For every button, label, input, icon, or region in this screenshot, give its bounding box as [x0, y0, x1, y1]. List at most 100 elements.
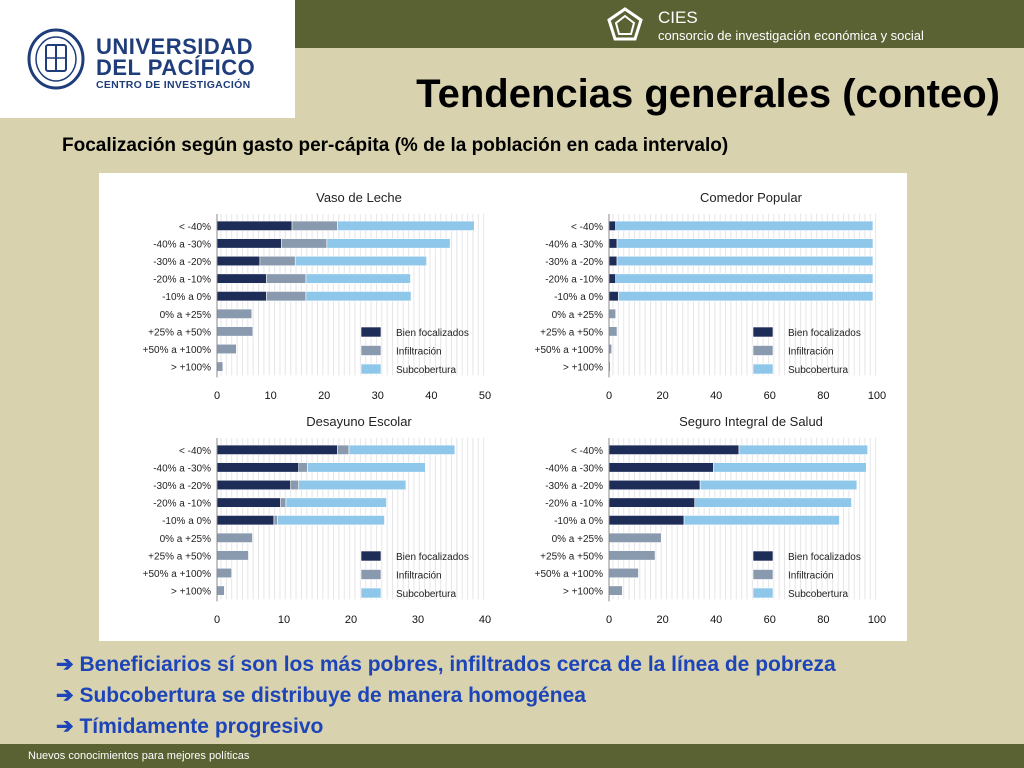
legend-label: Bien focalizados [396, 552, 469, 563]
bar-subcobertura [713, 462, 867, 473]
bar-infiltracion [216, 585, 225, 596]
bar-subcobertura [618, 291, 874, 302]
bar-bien-focalizados [216, 273, 267, 284]
category-label: > +100% [171, 363, 211, 374]
category-label: 0% a +25% [552, 310, 604, 321]
legend-label: Subcobertura [396, 589, 456, 600]
bullet-item: ➔ Beneficiarios sí son los más pobres, i… [56, 652, 836, 683]
category-label: -30% a -20% [545, 257, 603, 268]
arrow-icon: ➔ [56, 715, 74, 738]
legend-label: Bien focalizados [788, 328, 861, 339]
x-tick-label: 0 [606, 390, 612, 402]
x-tick-label: 60 [764, 614, 776, 626]
university-name-line2: DEL PACÍFICO [96, 55, 256, 80]
bar-bien-focalizados [608, 479, 701, 491]
bar-infiltracion [266, 291, 307, 302]
footer-bar: Nuevos conocimientos para mejores políti… [0, 744, 1024, 768]
bar-bien-focalizados [608, 462, 714, 473]
category-label: -20% a -10% [153, 275, 211, 286]
x-tick-label: 10 [278, 614, 290, 626]
legend-label: Subcobertura [788, 365, 848, 376]
bar-subcobertura [616, 255, 874, 267]
bar-subcobertura [326, 238, 451, 249]
bullet-item: ➔ Tímidamente progresivo [56, 714, 836, 745]
x-tick-label: 80 [817, 614, 829, 626]
legend-label: Infiltración [788, 347, 834, 358]
bar-infiltracion [608, 532, 662, 543]
legend-label: Infiltración [396, 571, 442, 582]
bar-bien-focalizados [608, 273, 616, 284]
bar-bien-focalizados [608, 444, 740, 455]
legend-swatch [360, 569, 382, 580]
category-label: -10% a 0% [554, 516, 603, 527]
category-label: < -40% [179, 446, 211, 457]
legend-swatch [360, 587, 382, 599]
bar-infiltracion [216, 343, 237, 355]
legend-label: Bien focalizados [788, 552, 861, 563]
category-label: 0% a +25% [160, 534, 212, 545]
x-tick-label: 20 [318, 390, 330, 402]
bar-infiltracion [298, 462, 308, 473]
bar-bien-focalizados [608, 220, 616, 231]
category-label: -40% a -30% [153, 239, 211, 250]
university-logo: UNIVERSIDAD DEL PACÍFICO CENTRO DE INVES… [0, 0, 295, 118]
x-tick-label: 100 [868, 614, 886, 626]
bar-subcobertura [616, 238, 874, 249]
bar-bien-focalizados [216, 255, 261, 267]
category-label: -30% a -20% [153, 481, 211, 492]
bar-infiltracion [216, 308, 253, 319]
legend-label: Subcobertura [396, 365, 456, 376]
cies-logo-icon [607, 7, 643, 41]
bar-subcobertura [305, 273, 411, 284]
bar-infiltracion [280, 497, 287, 508]
bar-infiltracion [259, 255, 296, 267]
category-label: +25% a +50% [148, 551, 211, 562]
category-label: +25% a +50% [148, 327, 211, 338]
chart-seguro-integral-de-salud: Seguro Integral de Salud < -40% -40% a -30… [535, 414, 887, 626]
category-label: > +100% [563, 587, 603, 598]
category-label: < -40% [571, 222, 603, 233]
x-tick-label: 10 [264, 390, 276, 402]
bar-bien-focalizados [608, 515, 685, 526]
bar-infiltracion [281, 238, 328, 249]
category-label: -10% a 0% [162, 516, 211, 527]
bar-subcobertura [683, 515, 840, 526]
bar-infiltracion [266, 273, 307, 284]
charts-panel: Vaso de Leche < -40% -40% a -30% -30% a -20… [99, 173, 907, 641]
category-label: +50% a +100% [535, 569, 603, 580]
bar-subcobertura [615, 220, 874, 231]
arrow-icon: ➔ [56, 653, 74, 676]
category-label: -40% a -30% [545, 463, 603, 474]
bar-bien-focalizados [216, 479, 291, 491]
x-tick-label: 0 [214, 390, 220, 402]
bar-infiltracion [608, 585, 623, 596]
bar-bien-focalizados [216, 462, 300, 473]
bar-infiltracion [216, 532, 253, 543]
bar-subcobertura [694, 497, 852, 508]
category-label: +25% a +50% [540, 551, 603, 562]
category-label: 0% a +25% [552, 534, 604, 545]
legend-swatch [360, 550, 382, 562]
legend-label: Subcobertura [788, 589, 848, 600]
category-label: < -40% [179, 222, 211, 233]
bar-subcobertura [615, 273, 874, 284]
bar-bien-focalizados [608, 255, 618, 267]
category-label: +50% a +100% [535, 345, 603, 356]
bar-bien-focalizados [608, 497, 696, 508]
legend-swatch [360, 326, 382, 338]
category-label: -10% a 0% [554, 292, 603, 303]
bar-infiltracion [608, 326, 618, 337]
bar-bien-focalizados [216, 220, 293, 231]
category-label: -30% a -20% [545, 481, 603, 492]
x-tick-label: 20 [656, 390, 668, 402]
x-tick-label: 50 [479, 390, 491, 402]
legend-swatch [752, 587, 774, 599]
bar-infiltracion [216, 550, 249, 561]
bar-infiltracion [608, 308, 616, 319]
bar-infiltracion [291, 220, 338, 231]
legend-swatch [752, 550, 774, 562]
x-tick-label: 40 [710, 614, 722, 626]
chart-comedor-popular: Comedor Popular < -40% -40% a -30% -30% a -… [535, 190, 887, 402]
legend-label: Bien focalizados [396, 328, 469, 339]
bar-subcobertura [699, 479, 858, 491]
